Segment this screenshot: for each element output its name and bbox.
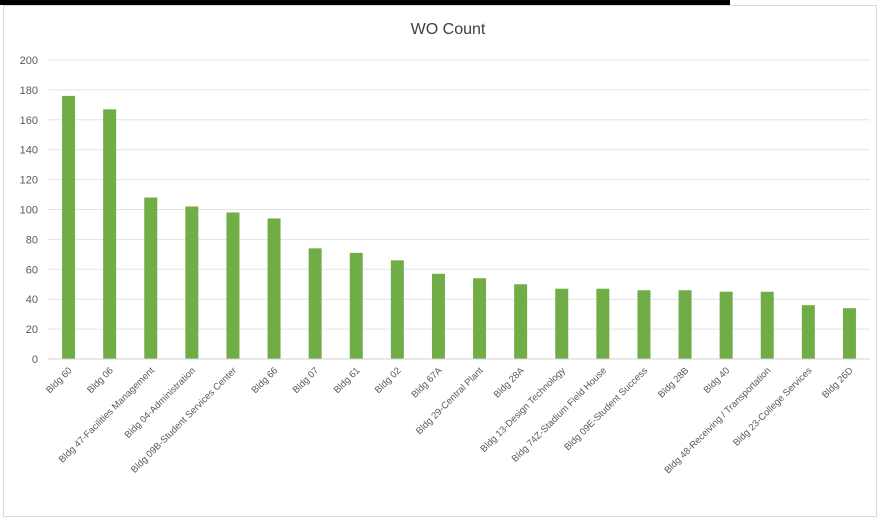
top-black-strip — [0, 0, 730, 5]
bar — [678, 290, 692, 359]
x-category-label: Bldg 28B — [656, 365, 691, 400]
y-tick-label: 40 — [26, 294, 38, 306]
bar — [842, 308, 856, 359]
y-tick-label: 200 — [20, 55, 38, 67]
x-category-label: Bldg 28A — [492, 365, 528, 401]
y-tick-label: 0 — [32, 354, 38, 366]
x-category-label: Bldg 07 — [291, 365, 322, 396]
bar — [267, 218, 281, 359]
gridlines — [48, 59, 870, 330]
chart-title: WO Count — [411, 21, 486, 38]
x-category-label: Bldg 67A — [410, 365, 446, 401]
bar — [555, 288, 569, 359]
y-tick-label: 20 — [26, 324, 38, 336]
bar — [719, 291, 733, 359]
x-category-label: Bldg 23-College Services — [731, 365, 814, 448]
bar — [185, 206, 199, 359]
x-category-label: Bldg 09E-Student Success — [562, 365, 650, 453]
y-tick-label: 80 — [26, 234, 38, 246]
bar — [226, 212, 240, 359]
bar — [308, 248, 322, 359]
x-category-label: Bldg 02 — [373, 365, 404, 396]
x-category-label: Bldg 04-Administration — [123, 365, 198, 440]
y-axis-ticks: 0 20 40 60 80 100 120 140 160 180 200 — [20, 55, 38, 366]
y-tick-label: 100 — [20, 205, 38, 217]
x-category-label: Bldg 60 — [44, 365, 75, 396]
bar — [514, 284, 528, 359]
x-category-label: Bldg 13-Design Technology — [478, 365, 568, 455]
chart-border — [3, 5, 877, 517]
bar — [801, 305, 815, 359]
y-tick-label: 160 — [20, 115, 38, 127]
bar — [473, 278, 487, 359]
bar — [431, 273, 445, 359]
x-category-label: Bldg 40 — [702, 365, 733, 396]
bars — [62, 95, 856, 360]
y-tick-label: 180 — [20, 85, 38, 97]
x-category-label: Bldg 06 — [85, 365, 116, 396]
bar — [390, 260, 404, 359]
bar — [103, 109, 117, 360]
bar — [349, 252, 363, 359]
y-tick-label: 140 — [20, 145, 38, 157]
y-tick-label: 120 — [20, 175, 38, 187]
x-category-label: Bldg 61 — [332, 365, 363, 396]
bar — [596, 288, 610, 359]
bar — [62, 95, 76, 359]
bar — [760, 291, 774, 359]
bar — [144, 197, 158, 359]
x-category-label: Bldg 26D — [820, 365, 856, 401]
x-category-label: Bldg 66 — [250, 365, 281, 396]
y-tick-label: 60 — [26, 264, 38, 276]
bar — [637, 290, 651, 359]
x-category-label: Bldg 29-Central Plant — [414, 365, 486, 437]
